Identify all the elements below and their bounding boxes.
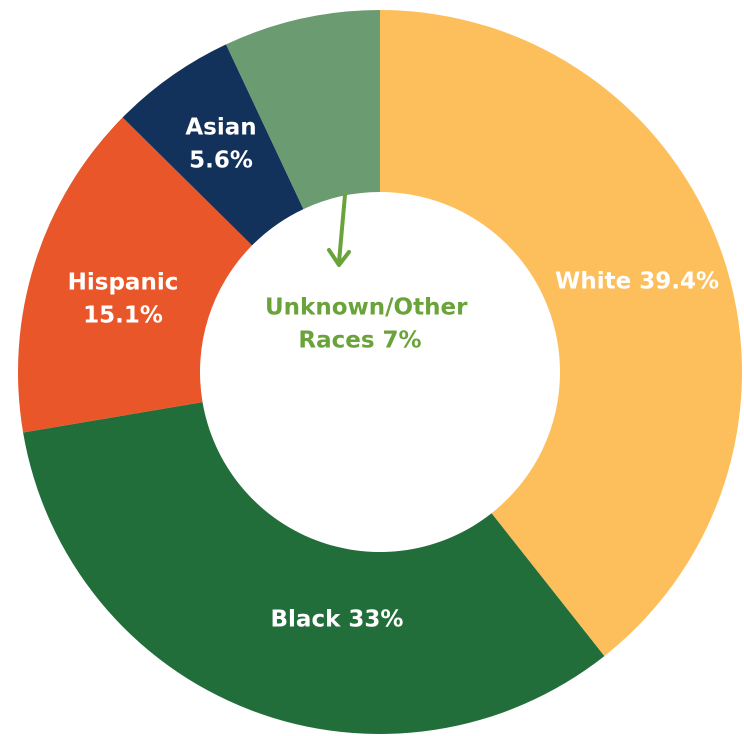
value-label: 15.1% (83, 303, 163, 329)
callout-arrow (337, 193, 347, 264)
category-label: Unknown/Other Races (265, 294, 468, 354)
callout-arrowhead (327, 248, 351, 267)
slice-label: Black 33% (237, 603, 437, 636)
category-label: White (554, 268, 632, 295)
slice-label: White 39.4% (537, 265, 737, 298)
value-label: 7% (382, 328, 422, 354)
slice-label: Unknown/Other Races 7% (265, 292, 467, 359)
donut-segment (226, 10, 380, 210)
value-label: 39.4% (639, 268, 720, 295)
slice-label: Hispanic 15.1% (58, 267, 188, 334)
category-label: Black (270, 606, 341, 633)
donut-segment (380, 10, 742, 657)
category-label: Asian (185, 114, 257, 141)
donut-segment (17, 117, 253, 433)
category-label: Hispanic (67, 269, 179, 296)
donut-segment (23, 402, 605, 734)
donut-segment (122, 44, 304, 246)
value-label: 5.6% (189, 148, 253, 174)
slice-label: Asian 5.6% (176, 112, 266, 179)
value-label: 33% (348, 606, 404, 633)
